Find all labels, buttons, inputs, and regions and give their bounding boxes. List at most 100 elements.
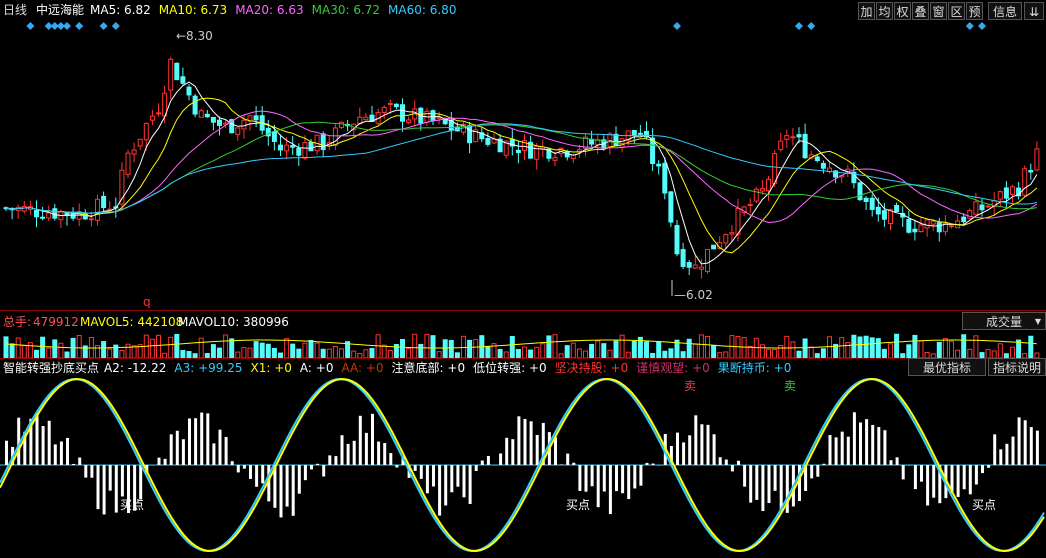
histogram-bar: [737, 460, 740, 465]
candle-body: [217, 119, 222, 126]
toolbar-button[interactable]: 信息: [988, 2, 1022, 20]
candle-body: [735, 207, 741, 235]
volume-bar: [888, 343, 893, 358]
best-indicator-button[interactable]: 最优指标: [908, 358, 986, 376]
mavol10-label: MAVOL10: 380996: [178, 315, 289, 329]
histogram-bar: [450, 465, 454, 493]
toolbar-button[interactable]: 叠: [912, 2, 929, 20]
volume-bar: [747, 345, 753, 358]
histogram-bar: [755, 465, 759, 500]
histogram-bar: [852, 412, 856, 465]
high-price-label: ←8.30: [176, 29, 213, 43]
candle-body: [589, 138, 595, 145]
volume-bar: [229, 338, 235, 358]
histogram-bar: [932, 465, 936, 498]
histogram-bar: [364, 432, 368, 465]
volume-selector-button[interactable]: 成交量 ▼: [962, 312, 1046, 330]
indicator-value: 谨慎观望: +0: [636, 361, 710, 375]
candle-body: [210, 116, 216, 123]
toolbar-button[interactable]: 权: [894, 2, 911, 20]
histogram-bar: [730, 465, 734, 472]
candle-body: [711, 244, 717, 250]
ma-legend-item: MA10: 6.73: [158, 3, 228, 17]
toolbar-button[interactable]: 均: [876, 2, 893, 20]
histogram-bar: [688, 435, 692, 465]
volume-bar: [491, 343, 497, 358]
volume-bar: [241, 347, 247, 358]
candle-body: [851, 171, 857, 184]
volume-bar: [137, 344, 143, 358]
histogram-bar: [621, 465, 625, 494]
candle-body: [820, 162, 826, 169]
volume-bar: [186, 351, 192, 358]
volume-bar: [210, 344, 216, 358]
histogram-bar: [706, 424, 710, 465]
volume-bar: [570, 342, 576, 358]
toolbar-button[interactable]: 预: [966, 2, 983, 20]
toolbar-button[interactable]: 区: [948, 2, 965, 20]
histogram-bar: [901, 465, 905, 480]
indicator-title[interactable]: 智能转强抄底买点: [3, 361, 100, 375]
histogram-bar: [261, 465, 265, 484]
candle-body: [503, 140, 509, 156]
toolbar-button[interactable]: 窗: [930, 2, 947, 20]
indicator-value: A: +0: [299, 361, 334, 375]
histogram-bar: [816, 465, 820, 477]
histogram-bar: [181, 439, 185, 465]
histogram-bar: [950, 465, 954, 494]
candle-body: [119, 169, 125, 205]
volume-bar: [95, 345, 100, 358]
toolbar-button[interactable]: ⇊: [1024, 2, 1044, 20]
volume-bar: [589, 343, 595, 358]
histogram-bar: [486, 455, 490, 465]
histogram-bar: [468, 465, 472, 504]
indicator-help-button[interactable]: 指标说明: [988, 358, 1046, 376]
histogram-bar: [334, 456, 338, 465]
candle-body: [339, 121, 344, 128]
histogram-bar: [1035, 430, 1039, 465]
volume-bar: [991, 350, 997, 358]
candle-body: [137, 138, 143, 147]
ma-line: [5, 97, 1038, 254]
candle-body: [686, 262, 692, 268]
volume-bar: [796, 350, 802, 358]
volume-bar: [576, 348, 582, 358]
candle-body: [936, 222, 942, 233]
histogram-bar: [53, 444, 57, 465]
candle-body: [637, 132, 643, 135]
histogram-bar: [371, 413, 374, 465]
histogram-bar: [895, 457, 899, 465]
volume-bar: [802, 338, 808, 358]
volume-bar: [278, 352, 283, 358]
candle-body: [613, 133, 619, 147]
ma-legend-item: MA30: 6.72: [311, 3, 381, 17]
histogram-bar: [615, 465, 618, 492]
volume-bar: [705, 335, 710, 358]
period-label[interactable]: 日线: [3, 3, 28, 17]
signal-diamond: [50, 22, 59, 30]
ma-legend-item: MA20: 6.63: [235, 3, 304, 17]
histogram-bar: [200, 412, 204, 465]
histogram-bar: [444, 465, 448, 506]
candle-body: [46, 212, 52, 219]
volume-bar: [595, 340, 601, 358]
candle-body: [967, 210, 973, 219]
histogram-bar: [1023, 420, 1027, 465]
candle-body: [192, 95, 198, 115]
chevron-down-icon: ▼: [1034, 317, 1041, 326]
histogram-bar: [352, 440, 356, 465]
volume-bar: [1028, 335, 1034, 358]
volume-bar: [863, 335, 869, 358]
indicator-values: A2: -12.22 A3: +99.25 X1: +0 A: +0 AA: +0 注意底…: [104, 358, 799, 378]
candle-body: [723, 234, 729, 244]
volume-bar: [1022, 353, 1028, 358]
indicator-chart: 买点 买点 买点 卖 卖: [0, 378, 1046, 553]
histogram-bar: [273, 465, 277, 508]
histogram-bar: [328, 455, 332, 465]
volume-bar: [552, 334, 558, 358]
volume-bar: [387, 349, 393, 358]
volume-bar: [613, 340, 619, 358]
candle-body: [863, 197, 869, 202]
candle-body: [918, 224, 924, 232]
toolbar-button[interactable]: 加: [858, 2, 875, 20]
